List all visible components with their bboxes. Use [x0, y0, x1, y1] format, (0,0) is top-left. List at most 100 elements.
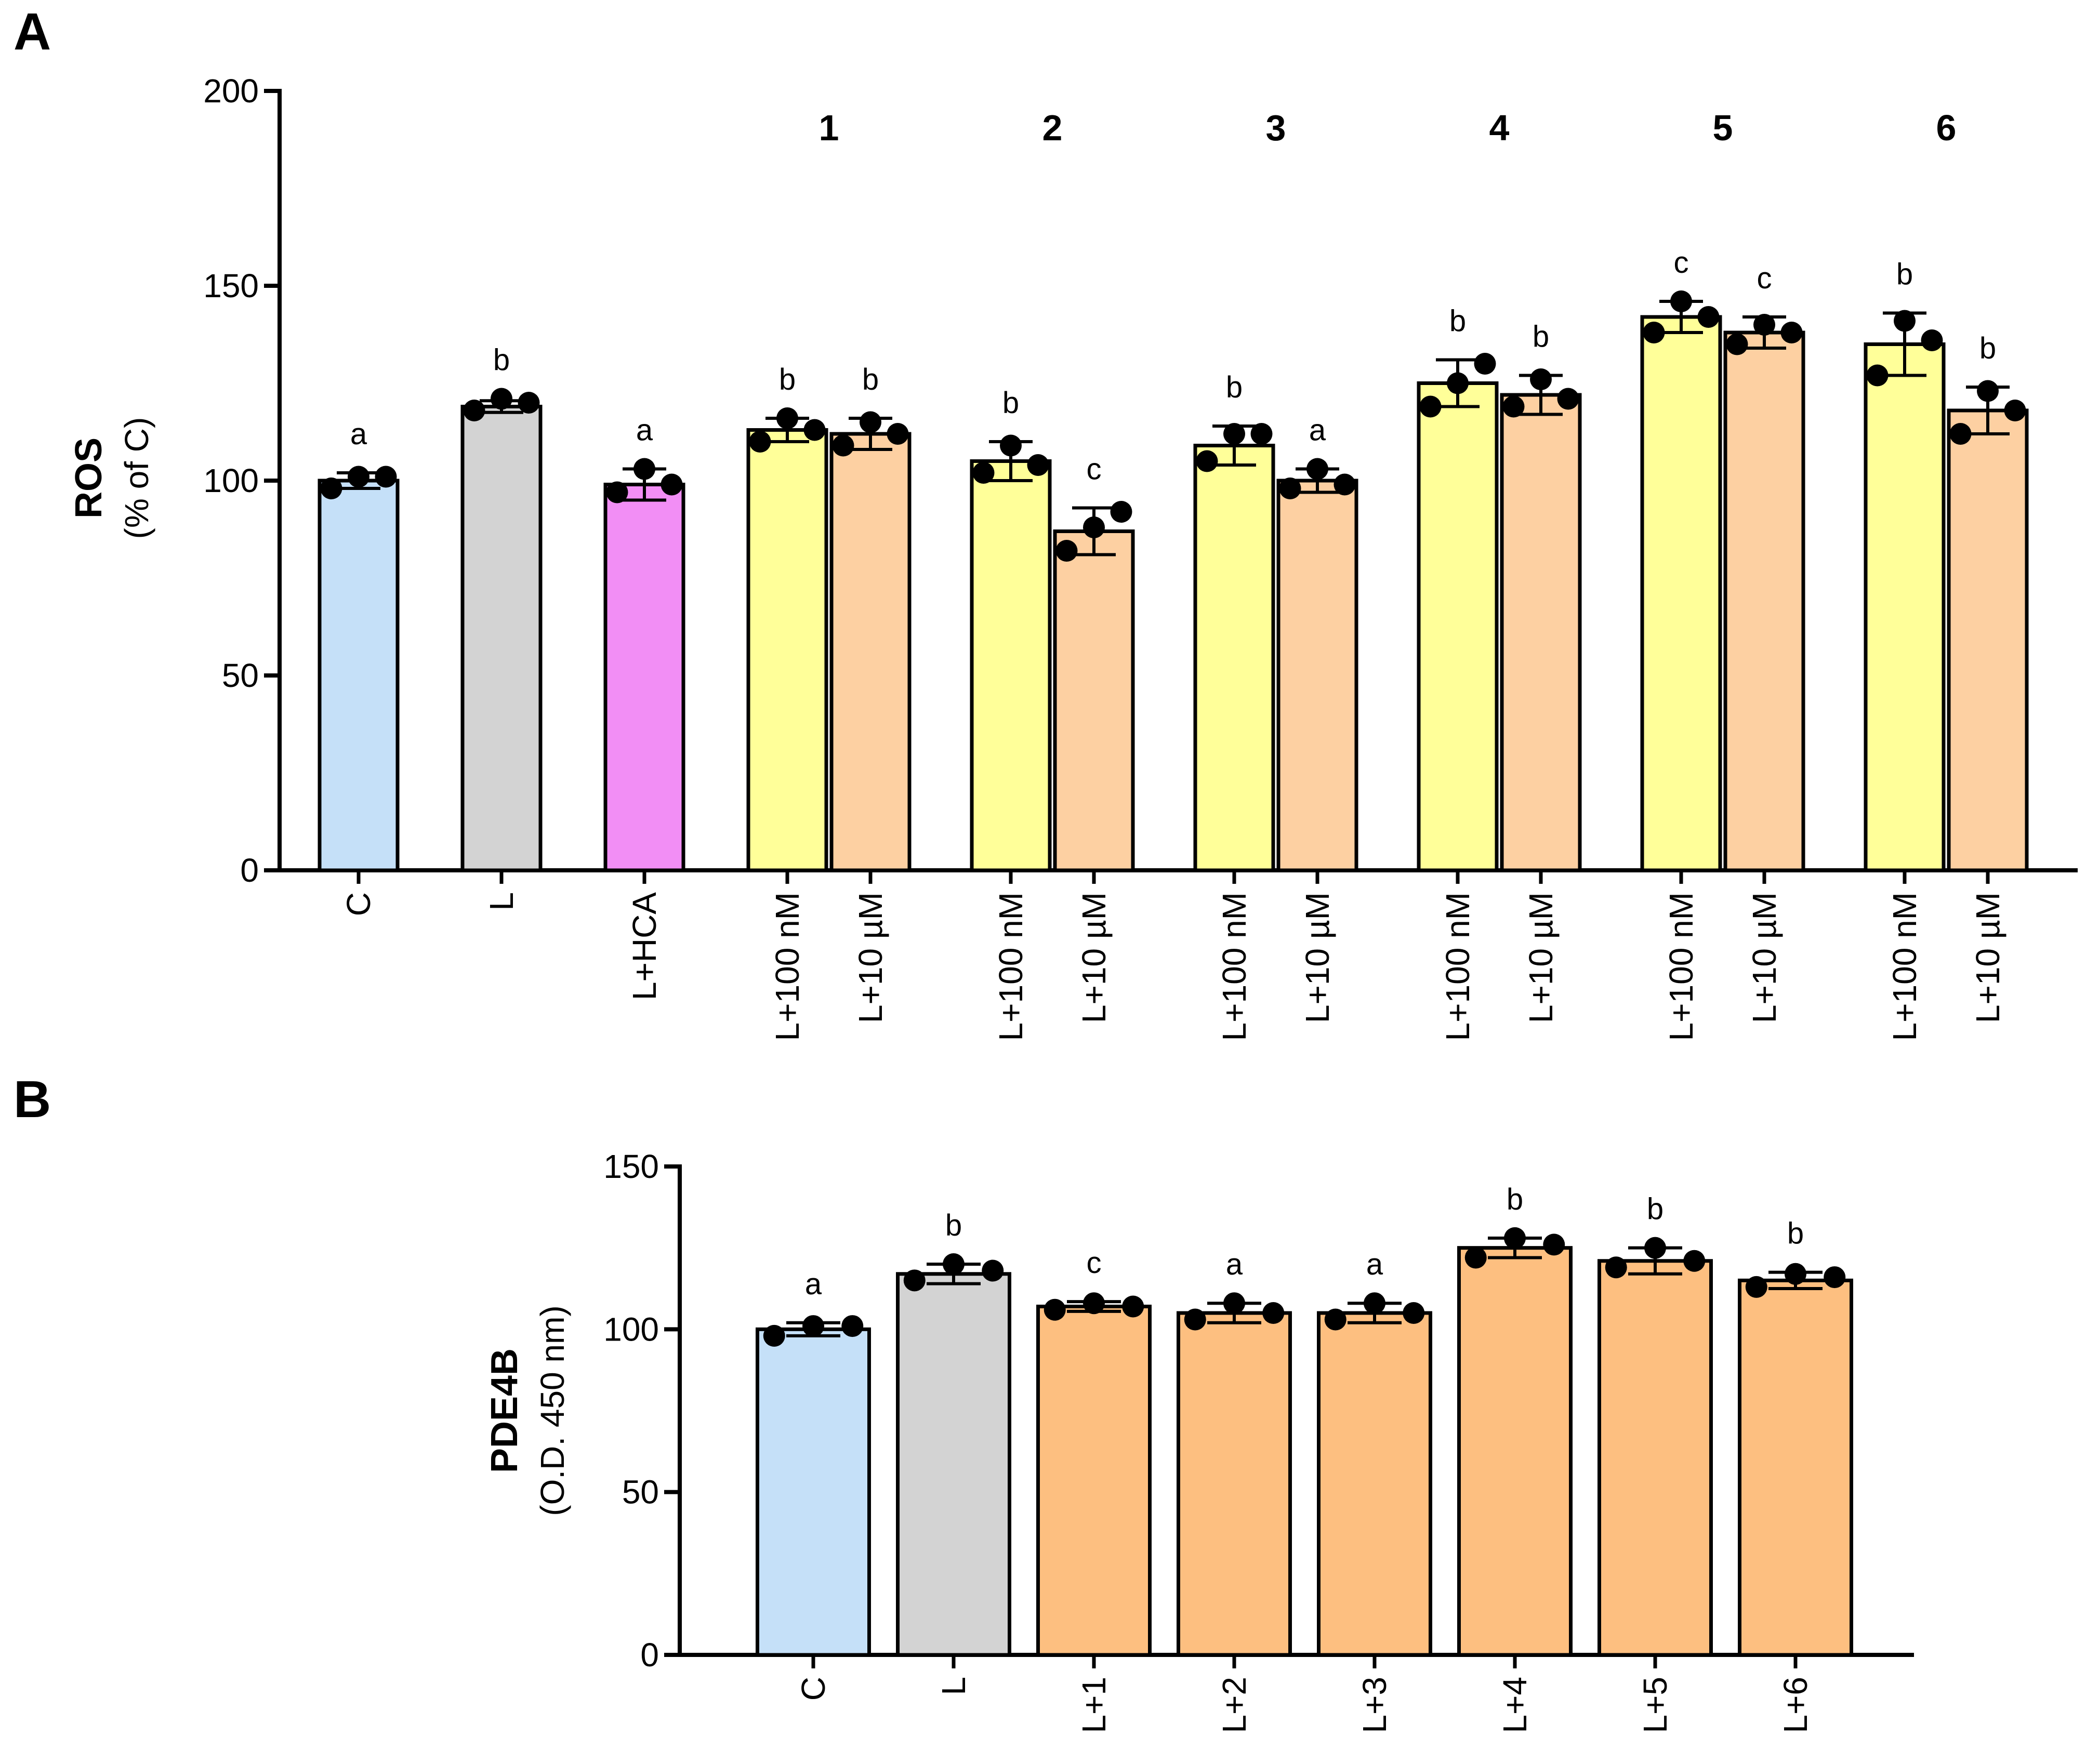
data-point [1643, 322, 1665, 343]
bar [1317, 1311, 1432, 1657]
significance-letter: c [1757, 261, 1772, 295]
category-label: L+4 [1496, 1677, 1534, 1733]
significance-letter: c [1674, 246, 1689, 280]
data-point [320, 478, 342, 499]
data-point [1670, 290, 1692, 312]
y-tick-label: 100 [603, 1310, 659, 1348]
data-point [749, 431, 771, 453]
data-point [518, 392, 540, 414]
significance-letter: a [1226, 1248, 1243, 1281]
data-point [1949, 423, 1972, 445]
bar [1036, 1304, 1152, 1657]
y-tick-label: 200 [203, 72, 259, 110]
y-tick-label: 50 [622, 1474, 659, 1511]
bar [829, 432, 912, 872]
bar [1864, 342, 1946, 872]
group-label: 6 [1936, 108, 1957, 148]
data-point [841, 1315, 864, 1337]
data-point [763, 1324, 785, 1347]
bar [1723, 330, 1805, 872]
data-point [1364, 1292, 1385, 1315]
data-point [1530, 368, 1552, 390]
bar [603, 483, 685, 872]
data-point [1502, 395, 1525, 418]
data-point [1403, 1302, 1425, 1324]
bar [746, 428, 828, 872]
data-point [1683, 1250, 1706, 1272]
category-label: L+100 nM [992, 892, 1029, 1041]
data-point [1184, 1308, 1206, 1331]
group-label: 3 [1266, 108, 1286, 148]
category-label: L+6 [1777, 1677, 1814, 1733]
significance-letter: b [1507, 1183, 1523, 1216]
data-point [463, 400, 485, 421]
significance-letter: a [1309, 414, 1326, 447]
data-point [1334, 473, 1356, 496]
data-point [1866, 364, 1889, 387]
y-axis-subtitle: (% of C) [118, 417, 155, 539]
data-point [1464, 1246, 1487, 1269]
category-label: L [483, 892, 520, 911]
panel-label-b: B [14, 1070, 51, 1129]
category-label: L+100 nM [1886, 892, 1923, 1041]
data-point [1110, 501, 1132, 523]
data-point [1083, 516, 1105, 538]
bar [1177, 1311, 1292, 1657]
significance-letter: b [779, 363, 796, 396]
data-point [943, 1253, 965, 1275]
bar [1193, 444, 1275, 872]
data-point [776, 407, 798, 429]
significance-letter: b [493, 343, 510, 377]
data-point [1474, 353, 1496, 375]
data-point [2004, 400, 2026, 421]
y-tick-label: 0 [240, 852, 259, 889]
bar [318, 479, 400, 872]
bar [460, 405, 543, 872]
group-label: 2 [1042, 108, 1063, 148]
data-point [1027, 454, 1049, 476]
category-label: L+10 µM [852, 892, 889, 1023]
significance-letter: b [1787, 1217, 1804, 1251]
category-label: L+10 µM [1075, 892, 1113, 1023]
category-label: L+3 [1356, 1677, 1393, 1733]
data-point [1250, 423, 1273, 445]
data-point [1726, 333, 1748, 355]
category-label: L+10 µM [1522, 892, 1560, 1023]
bar [1053, 529, 1135, 872]
data-point [1306, 458, 1328, 480]
data-point [606, 481, 628, 503]
y-axis-title: PDE4B [484, 1348, 525, 1473]
category-label: C [340, 892, 377, 916]
significance-letter: a [1366, 1248, 1383, 1281]
data-point [1447, 372, 1469, 394]
data-point [1122, 1295, 1144, 1318]
category-label: L+HCA [626, 892, 663, 1000]
y-tick-label: 100 [203, 462, 259, 499]
category-label: L+1 [1075, 1677, 1113, 1733]
significance-letter: b [1226, 370, 1243, 404]
significance-letter: a [636, 414, 653, 447]
bar [1947, 408, 2029, 872]
category-label: C [795, 1677, 832, 1701]
category-label: L+100 nM [769, 892, 806, 1041]
bar [1597, 1259, 1713, 1657]
chart-a: 0 50 100 150 200 ROS (% of C) a Cb La L+HCA b L+100 … [68, 72, 2078, 1041]
bar [1276, 479, 1358, 872]
category-label: L+10 µM [1299, 892, 1336, 1023]
significance-letter: b [1647, 1192, 1663, 1226]
data-point [1083, 1292, 1105, 1315]
group-label: 1 [819, 108, 839, 148]
chart-b: 0 50 100 150 PDE4B (O.D. 450 nm) a Cb Lc L+1 a L+2 a… [484, 1148, 1914, 1733]
significance-letter: c [1087, 1246, 1102, 1280]
bar [970, 459, 1052, 872]
bar [756, 1327, 871, 1657]
data-point [1223, 1292, 1245, 1315]
significance-letter: b [1533, 320, 1549, 354]
panel-label-a: A [14, 3, 51, 61]
data-point [1419, 395, 1442, 418]
significance-letter: b [945, 1209, 962, 1242]
data-point [832, 434, 854, 457]
category-label: L+100 nM [1439, 892, 1476, 1041]
data-point [375, 466, 397, 488]
